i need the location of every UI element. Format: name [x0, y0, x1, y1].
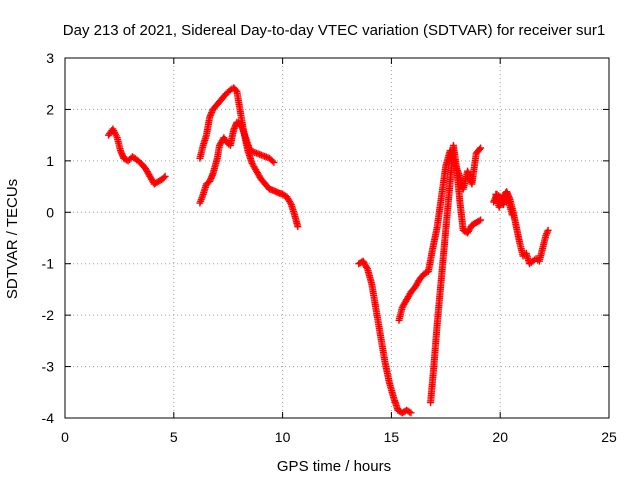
y-tick-label: -3	[42, 359, 55, 375]
x-tick-label: 5	[170, 429, 178, 445]
y-axis-label: SDTVAR / TECUs	[4, 179, 21, 299]
data-point	[475, 217, 483, 225]
y-tick-label: 1	[46, 153, 54, 169]
data-point	[477, 144, 485, 152]
grid	[65, 58, 609, 418]
series-sat-segment-9	[492, 189, 516, 219]
y-tick-label: -2	[42, 307, 55, 323]
data-point	[363, 263, 371, 271]
plot-frame	[64, 57, 610, 419]
series-sat-segment-3	[235, 100, 302, 231]
y-tick-labels: -4 -3 -2 -1 0 1 2 3	[42, 50, 55, 426]
data-point	[294, 223, 302, 231]
y-tick-label: -1	[42, 256, 55, 272]
data-point	[544, 226, 552, 234]
series-sat-segment-5	[355, 257, 415, 417]
data-point	[286, 199, 294, 207]
series-sat-segment-2	[196, 84, 243, 162]
chart-title: Day 213 of 2021, Sidereal Day-to-day VTE…	[63, 22, 605, 39]
series-sat-segment-1	[105, 125, 169, 188]
x-axis-label: GPS time / hours	[277, 458, 391, 475]
data-point	[270, 158, 278, 166]
x-tick-label: 15	[384, 429, 400, 445]
data-point	[406, 408, 414, 416]
x-tick-label: 20	[492, 429, 508, 445]
series-sat-segment-4	[196, 118, 278, 207]
data-point	[268, 157, 276, 165]
data-point	[232, 86, 240, 94]
y-tick-label: -4	[42, 410, 55, 426]
y-tick-label: 2	[46, 101, 54, 117]
data-points	[105, 84, 552, 417]
data-point	[161, 172, 169, 180]
y-tick-label: 3	[46, 50, 54, 66]
data-point	[160, 174, 168, 182]
y-tick-label: 0	[46, 204, 54, 220]
series-sat-segment-7	[427, 141, 485, 407]
axis-ticks	[64, 57, 610, 419]
x-tick-label: 10	[275, 429, 291, 445]
data-point	[477, 216, 485, 224]
x-tick-label: 25	[601, 429, 617, 445]
data-point	[407, 409, 415, 417]
x-tick-label: 0	[61, 429, 69, 445]
data-point	[476, 145, 484, 153]
data-point	[543, 230, 551, 238]
x-tick-labels: 0 5 10 15 20 25	[61, 429, 617, 445]
data-point	[508, 211, 516, 219]
